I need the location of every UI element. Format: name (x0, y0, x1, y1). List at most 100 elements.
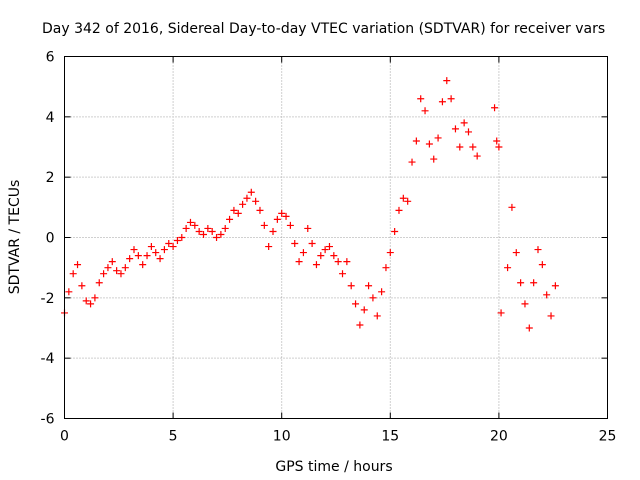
data-point (497, 309, 505, 317)
data-point (82, 297, 90, 305)
data-point (139, 261, 147, 269)
data-point (321, 246, 329, 254)
data-point (278, 209, 286, 217)
x-tick-label: 10 (273, 429, 291, 445)
data-point (391, 227, 399, 235)
data-point (425, 140, 433, 148)
x-axis-label: GPS time / hours (275, 459, 392, 475)
data-point (504, 264, 512, 272)
data-point (121, 264, 129, 272)
data-point (299, 249, 307, 257)
data-point (78, 282, 86, 290)
data-point (147, 243, 155, 251)
ticks: 0 5 10 15 20 25 -6 -4 -2 0 2 4 6 (41, 50, 617, 445)
data-point (412, 137, 420, 145)
data-point (447, 95, 455, 103)
data-point (108, 258, 116, 266)
data-point (443, 77, 451, 85)
data-point (243, 194, 251, 202)
data-point (260, 221, 268, 229)
data-point (551, 282, 559, 290)
data-point (247, 188, 255, 196)
data-point (256, 206, 264, 214)
data-point (273, 215, 281, 223)
data-point (493, 137, 501, 145)
data-point (451, 125, 459, 133)
data-point (304, 224, 312, 232)
data-point (291, 240, 299, 248)
data-point (395, 206, 403, 214)
data-point (204, 224, 212, 232)
data-point (165, 240, 173, 248)
data-point (173, 237, 181, 245)
data-point (399, 194, 407, 202)
data-point (547, 312, 555, 320)
data-point (117, 270, 125, 278)
grid (64, 56, 608, 419)
data-point (330, 252, 338, 260)
data-point (473, 152, 481, 160)
data-point (234, 209, 242, 217)
data-point (517, 279, 525, 287)
data-point (360, 306, 368, 314)
data-point (378, 288, 386, 296)
data-point (169, 243, 177, 251)
data-point (373, 312, 381, 320)
data-point (286, 221, 294, 229)
data-point (156, 255, 164, 263)
data-point (538, 261, 546, 269)
data-point (182, 224, 190, 232)
data-point (430, 155, 438, 163)
data-point (282, 212, 290, 220)
data-point (543, 291, 551, 299)
data-point (421, 107, 429, 115)
data-point (152, 249, 160, 257)
data-point (317, 252, 325, 260)
data-point (186, 218, 194, 226)
data-point (356, 321, 364, 329)
data-point (226, 215, 234, 223)
data-point (512, 249, 520, 257)
data-point (508, 203, 516, 211)
y-tick-label: -4 (41, 351, 55, 367)
data-point (469, 143, 477, 151)
data-point (265, 243, 273, 251)
data-point (69, 270, 77, 278)
data-point (491, 104, 499, 112)
data-points (61, 77, 559, 332)
data-point (295, 258, 303, 266)
y-tick-label: 4 (46, 110, 55, 126)
x-tick-label: 5 (169, 429, 178, 445)
data-point (269, 227, 277, 235)
data-point (178, 234, 186, 241)
data-point (404, 197, 412, 205)
y-tick-label: 6 (46, 50, 55, 66)
data-point (495, 143, 503, 151)
y-axis-label: SDTVAR / TECUs (7, 180, 23, 295)
data-point (100, 270, 108, 278)
data-point (230, 206, 238, 214)
data-point (347, 282, 355, 290)
data-point (208, 227, 216, 235)
data-point (143, 252, 151, 260)
data-point (221, 224, 229, 232)
data-point (534, 246, 542, 254)
data-point (365, 282, 373, 290)
data-point (386, 249, 394, 257)
y-tick-label: -2 (41, 291, 55, 307)
data-point (343, 258, 351, 266)
data-point (191, 221, 199, 229)
data-point (130, 246, 138, 254)
x-tick-label: 20 (490, 429, 508, 445)
data-point (408, 158, 416, 166)
data-point (339, 270, 347, 278)
data-point (200, 230, 208, 238)
data-point (160, 246, 168, 254)
data-point (74, 261, 82, 269)
data-point (464, 128, 472, 136)
data-point (65, 288, 73, 296)
data-point (352, 300, 360, 308)
y-tick-label: 2 (46, 170, 55, 186)
data-point (91, 294, 99, 302)
